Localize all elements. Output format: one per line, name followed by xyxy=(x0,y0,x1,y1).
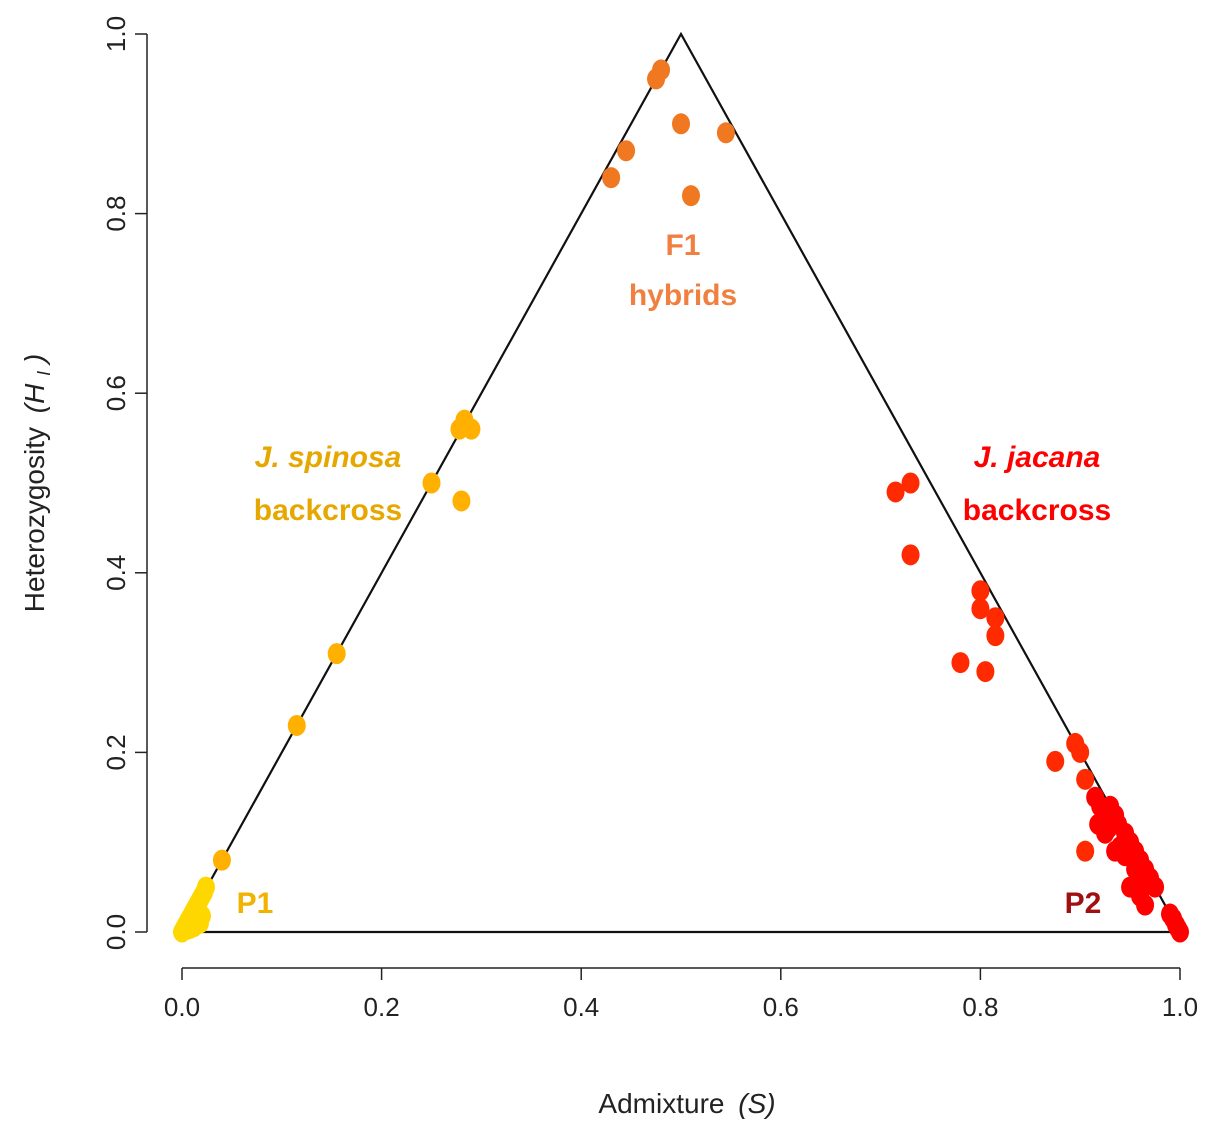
p2-point xyxy=(1096,822,1115,844)
f1-label-line1: F1 xyxy=(665,229,700,262)
jacana-backcross-point xyxy=(986,607,1005,629)
f1-point xyxy=(602,167,621,189)
x-axis-title-italic: (S) xyxy=(738,1088,775,1119)
y-axis-title-sub: I xyxy=(34,371,54,376)
spinosa-backcross-point xyxy=(462,418,481,440)
f1-point xyxy=(681,185,700,207)
spinosa-backcross-point xyxy=(327,643,346,665)
x-tick-label: 0.0 xyxy=(164,992,200,1022)
x-tick-label: 0.6 xyxy=(763,992,799,1022)
p2-label: P2 xyxy=(1065,887,1102,920)
triangle-layer xyxy=(180,31,1182,934)
jacana-backcross-point xyxy=(971,598,990,620)
p2-point xyxy=(1111,836,1130,858)
jacana-backcross-point xyxy=(886,481,905,503)
y-tick-label: 0.2 xyxy=(101,734,131,770)
x-tick-label: 0.8 xyxy=(962,992,998,1022)
p2-point xyxy=(1146,876,1165,898)
jacana-backcross-point xyxy=(1071,741,1090,763)
p2-point xyxy=(1136,894,1155,916)
x-tick-label: 0.2 xyxy=(364,992,400,1022)
spinosa-label-line2: backcross xyxy=(254,494,402,527)
spinosa-backcross-point xyxy=(422,472,441,494)
jacana-backcross-point xyxy=(901,472,920,494)
jacana-backcross-point xyxy=(1046,750,1065,772)
jacana-label-line1: J. jacana xyxy=(974,441,1101,474)
p1-point xyxy=(180,917,199,939)
y-tick-label: 0.4 xyxy=(101,555,131,591)
x-axis-title-main: Admixture xyxy=(598,1088,724,1119)
spinosa-backcross-point xyxy=(452,490,471,512)
p1-label: P1 xyxy=(237,887,274,920)
axes-layer: 0.0 0.2 0.4 0.6 0.8 1.0 0.0 0.2 0.4 0.6 0.8 1.0 xyxy=(101,16,1198,1022)
jacana-backcross-point xyxy=(1076,768,1095,790)
p2-point xyxy=(1171,921,1189,943)
y-axis-title: Heterozygosity (H I ) xyxy=(19,354,56,612)
x-tick-label: 0.4 xyxy=(563,992,599,1022)
spinosa-backcross-point xyxy=(212,849,231,871)
y-tick-label: 1.0 xyxy=(101,16,131,52)
y-tick-label: 0.8 xyxy=(101,196,131,232)
jacana-backcross-point xyxy=(1076,840,1095,862)
y-axis-title-close: ) xyxy=(19,354,50,366)
f1-point xyxy=(617,140,636,162)
jacana-backcross-point xyxy=(951,652,970,674)
y-axis-title-main: Heterozygosity xyxy=(19,427,50,612)
y-axis-title-italic: (H xyxy=(19,383,50,413)
jacana-backcross-point xyxy=(901,544,920,566)
jacana-backcross-point xyxy=(986,625,1005,647)
x-axis-title: Admixture (S) xyxy=(598,1088,775,1119)
f1-point xyxy=(652,59,671,81)
f1-label-line2: hybrids xyxy=(629,279,737,312)
spinosa-backcross-point xyxy=(287,714,306,736)
jacana-backcross-point xyxy=(976,661,995,683)
y-tick-label: 0.0 xyxy=(101,914,131,950)
jacana-backcross-point xyxy=(971,580,990,602)
y-tick-label: 0.6 xyxy=(101,375,131,411)
x-tick-label: 1.0 xyxy=(1162,992,1198,1022)
points-layer xyxy=(173,59,1189,943)
p1-point xyxy=(196,876,215,898)
f1-point xyxy=(672,113,690,135)
spinosa-label-line1: J. spinosa xyxy=(255,441,402,474)
triangle-boundary xyxy=(180,31,1182,934)
jacana-label-line2: backcross xyxy=(963,494,1111,527)
f1-point xyxy=(716,122,735,144)
